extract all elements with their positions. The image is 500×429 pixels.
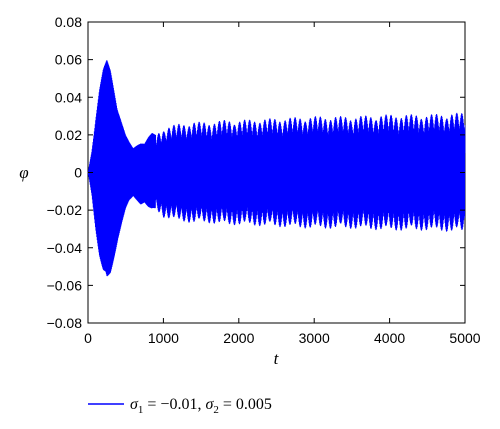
y-axis-label: φ: [19, 163, 28, 182]
x-tick-label: 4000: [374, 330, 405, 346]
y-tick-label: −0.04: [47, 240, 83, 256]
y-tick-label: 0.02: [55, 127, 82, 143]
x-axis-label: t: [274, 349, 280, 368]
x-tick-label: 3000: [299, 330, 330, 346]
x-tick-label: 1000: [148, 330, 179, 346]
y-tick-label: 0: [74, 165, 82, 181]
y-tick-label: −0.08: [47, 315, 83, 331]
y-tick-label: −0.06: [47, 277, 83, 293]
x-axis: 0 1000 2000 3000 4000 5000: [84, 22, 481, 346]
y-axis: 0.08 0.06 0.04 0.02 0 −0.02 −0.04 −0.06 −0.08: [47, 14, 465, 331]
y-tick-label: 0.08: [55, 14, 82, 30]
series-line: [87, 60, 466, 277]
y-tick-label: 0.04: [55, 89, 82, 105]
legend-label: σ1 = −0.01, σ2 = 0.005: [130, 396, 272, 416]
x-tick-label: 5000: [449, 330, 480, 346]
signal-series: [87, 60, 466, 277]
x-tick-label: 0: [84, 330, 92, 346]
y-tick-label: −0.02: [47, 202, 83, 218]
y-tick-label: 0.06: [55, 52, 82, 68]
x-tick-label: 2000: [223, 330, 254, 346]
